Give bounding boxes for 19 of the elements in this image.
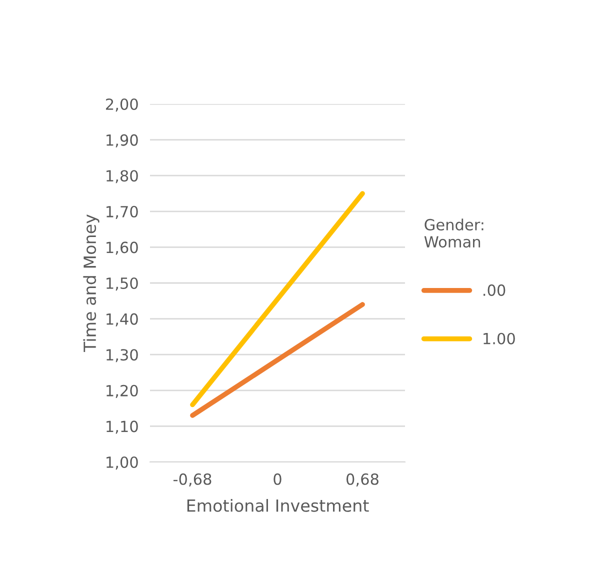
y-tick-label: 2,00	[106, 98, 138, 112]
y-tick-label: 1,50	[106, 277, 138, 291]
x-tick-label: 0,68	[346, 473, 378, 486]
y-tick-label: 1,60	[106, 242, 138, 255]
y-tick-label: 1,80	[106, 170, 138, 184]
y-tick-label: 1,40	[106, 313, 138, 326]
y-tick-label: 1,30	[106, 349, 138, 362]
x-tick-label: 0	[274, 473, 282, 485]
legend-label: 1.00	[484, 332, 515, 344]
y-tick-label: 1,00	[106, 456, 138, 470]
legend-label: .00	[484, 284, 506, 296]
y-tick-label: 1,70	[106, 206, 138, 219]
y-tick-label: 1,90	[106, 134, 138, 148]
y-tick-label: 1,20	[106, 384, 138, 398]
legend-title: Gender: Woman	[424, 218, 484, 248]
y-tick-label: 1,10	[106, 420, 138, 434]
y-axis-title: Time and Money	[83, 214, 100, 352]
x-axis-title: Emotional Investment	[187, 499, 369, 512]
x-tick-label: -0,68	[173, 473, 212, 486]
